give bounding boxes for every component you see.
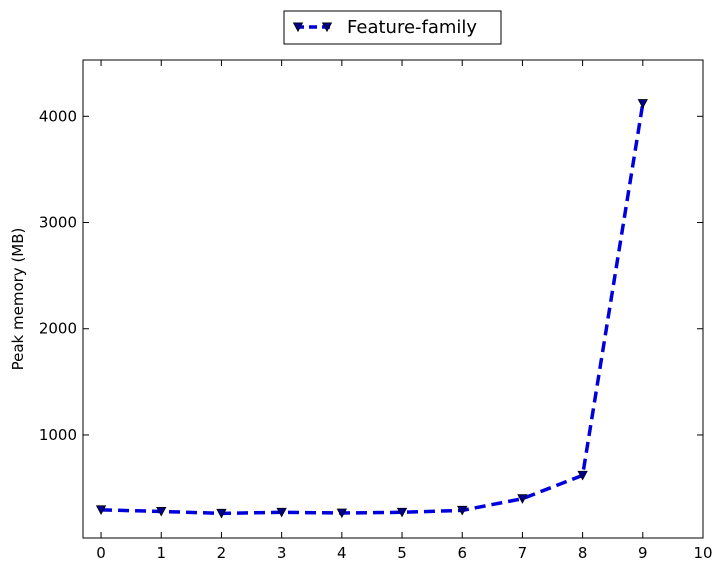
data-point [637, 99, 648, 109]
legend-marker [292, 22, 304, 33]
x-tick-label: 4 [337, 544, 347, 562]
data-point [276, 507, 287, 518]
y-tick-label: 2000 [39, 320, 77, 338]
data-point [336, 508, 348, 519]
data-point [457, 505, 468, 516]
y-axis-label: Peak memory (MB) [9, 228, 27, 371]
legend: Feature-family [283, 10, 502, 45]
series-line [101, 103, 645, 516]
y-tick-label: 4000 [39, 107, 77, 125]
plot-frame [82, 59, 704, 539]
x-tick-label: 1 [156, 544, 166, 562]
x-tick-label: 0 [96, 544, 106, 562]
data-point [156, 506, 167, 517]
x-tick-label: 3 [277, 544, 287, 562]
x-tick-label: 2 [217, 544, 227, 562]
legend-marker [321, 22, 333, 33]
x-tick-label: 6 [457, 544, 467, 562]
x-tick-label: 5 [397, 544, 407, 562]
data-point [95, 505, 107, 515]
y-tick-label: 3000 [39, 214, 77, 232]
plot-area [82, 59, 704, 539]
legend-label: Feature-family [347, 17, 477, 38]
x-tick-label: 8 [578, 544, 588, 562]
data-point [396, 507, 408, 518]
data-point [216, 508, 227, 519]
data-point [517, 494, 528, 504]
data-point [577, 470, 588, 481]
legend-box [283, 10, 502, 45]
y-tick-label: 1000 [39, 426, 77, 444]
x-axis: 0 1 2 3 4 5 6 7 8 9 10 [96, 60, 713, 562]
x-tick-label: 7 [518, 544, 528, 562]
y-axis: 1000 2000 3000 4000 [39, 107, 703, 444]
x-tick-label: 10 [693, 544, 712, 562]
series-layer [95, 99, 648, 519]
x-tick-label: 9 [638, 544, 648, 562]
